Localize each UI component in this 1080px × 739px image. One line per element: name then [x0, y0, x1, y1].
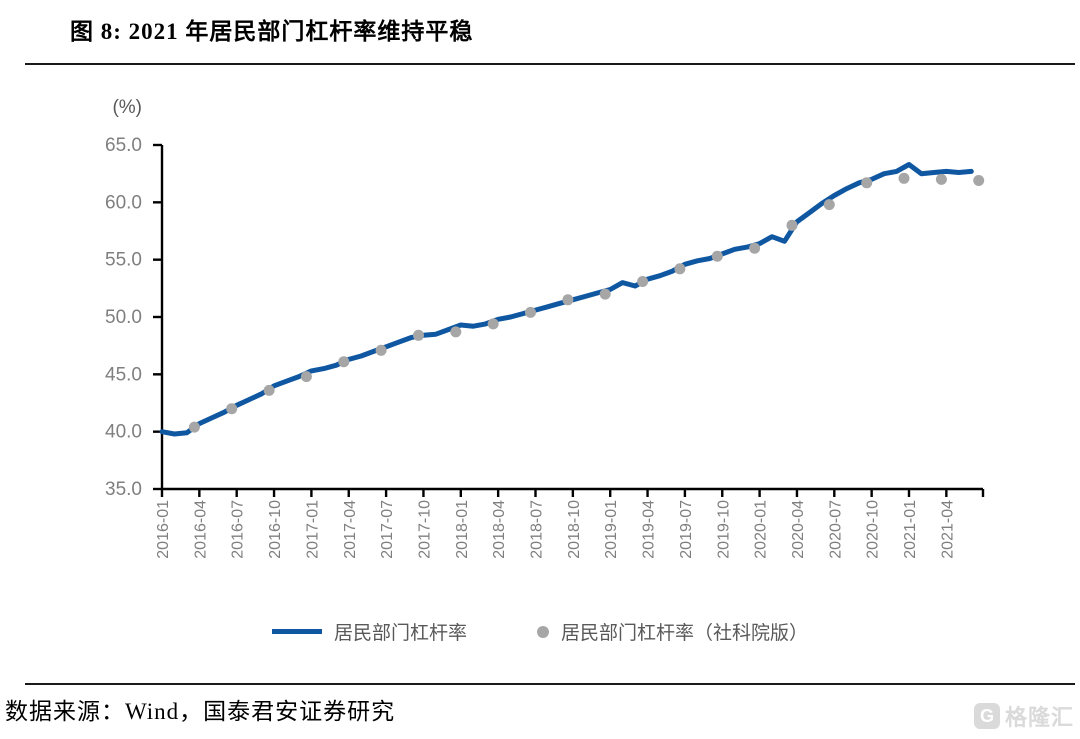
data-point	[973, 175, 985, 186]
x-tick-label: 2020-01	[753, 500, 770, 559]
data-source: 数据来源：Wind，国泰君安证券研究	[5, 699, 396, 724]
data-point	[861, 177, 873, 189]
data-point	[674, 263, 686, 275]
y-tick-label: 40.0	[105, 422, 142, 443]
source-divider	[25, 683, 1075, 685]
axes	[153, 143, 985, 497]
gelonghui-watermark: G 格隆汇	[973, 700, 1074, 732]
legend-label: 居民部门杠杆率（社科院版）	[561, 623, 809, 644]
x-tick-label: 2018-07	[529, 500, 546, 559]
data-point	[823, 199, 835, 211]
x-tick-label: 2019-10	[715, 500, 732, 559]
x-tick-label: 2016-04	[192, 500, 209, 559]
leverage-ratio-chart: (%) 35.0 40.0 45.0 50.0 55.0 60.0 65.0 2016-01 20…	[105, 97, 985, 559]
x-tick-label: 2017-10	[416, 500, 433, 559]
y-tick-label: 50.0	[105, 307, 142, 328]
x-tick-label: 2018-10	[566, 500, 583, 559]
x-tick-label: 2020-10	[865, 500, 882, 559]
data-point	[525, 306, 536, 318]
data-point	[226, 403, 238, 415]
chart-legend: 居民部门杠杆率 居民部门杠杆率（社科院版）	[0, 618, 1080, 645]
x-tick-label: 2016-07	[230, 500, 247, 559]
x-tick-label: 2016-01	[155, 500, 172, 559]
x-tick-label: 2021-04	[939, 500, 956, 559]
gelonghui-logo-icon: G	[973, 703, 1000, 729]
data-point	[375, 344, 387, 356]
x-tick-label: 2017-04	[342, 500, 359, 559]
y-tick-label: 60.0	[105, 192, 142, 213]
data-point	[562, 294, 574, 306]
x-tick-label: 2018-04	[491, 500, 508, 559]
series-cnbs-leverage-dots	[188, 172, 985, 433]
x-tick-label: 2016-10	[267, 500, 284, 559]
data-point	[188, 421, 200, 433]
y-axis-unit-label: (%)	[112, 97, 142, 118]
data-point	[898, 172, 910, 184]
x-tick-label: 2018-01	[454, 500, 471, 559]
y-tick-label: 55.0	[105, 250, 142, 271]
title-divider	[25, 63, 1075, 65]
data-point	[263, 384, 275, 396]
x-tick-label: 2017-07	[379, 500, 396, 559]
x-tick-label: 2019-01	[603, 500, 620, 559]
data-point	[413, 329, 424, 341]
legend-item-household-leverage: 居民部门杠杆率	[271, 618, 467, 645]
y-tick-label: 35.0	[105, 479, 142, 500]
data-point	[300, 371, 312, 383]
x-tick-label: 2017-01	[304, 500, 321, 559]
data-point	[599, 288, 611, 300]
x-tick-label: 2019-07	[678, 500, 695, 559]
x-tick-label: 2019-04	[641, 500, 658, 559]
data-point	[935, 173, 947, 185]
x-tick-label: 2020-04	[790, 500, 807, 559]
x-tick-label: 2021-01	[902, 500, 919, 559]
gelonghui-brand-text: 格隆汇	[1004, 705, 1074, 730]
axis-labels: (%) 35.0 40.0 45.0 50.0 55.0 60.0 65.0 2016-01 20…	[105, 97, 956, 559]
legend-item-cnbs-leverage: 居民部门杠杆率（社科院版）	[537, 618, 808, 645]
dot-swatch	[537, 625, 549, 638]
figure-title: 图 8: 2021 年居民部门杠杆率维持平稳	[70, 19, 474, 44]
data-point	[487, 318, 499, 330]
y-tick-label: 65.0	[105, 135, 142, 156]
line-swatch	[271, 629, 322, 634]
data-point	[338, 356, 350, 368]
data-point	[786, 219, 798, 231]
data-point	[749, 242, 761, 254]
data-point	[450, 326, 462, 338]
data-point	[711, 250, 723, 262]
legend-label: 居民部门杠杆率	[333, 623, 467, 644]
y-tick-label: 45.0	[105, 364, 142, 385]
data-point	[637, 276, 649, 287]
x-tick-label: 2020-07	[827, 500, 844, 559]
